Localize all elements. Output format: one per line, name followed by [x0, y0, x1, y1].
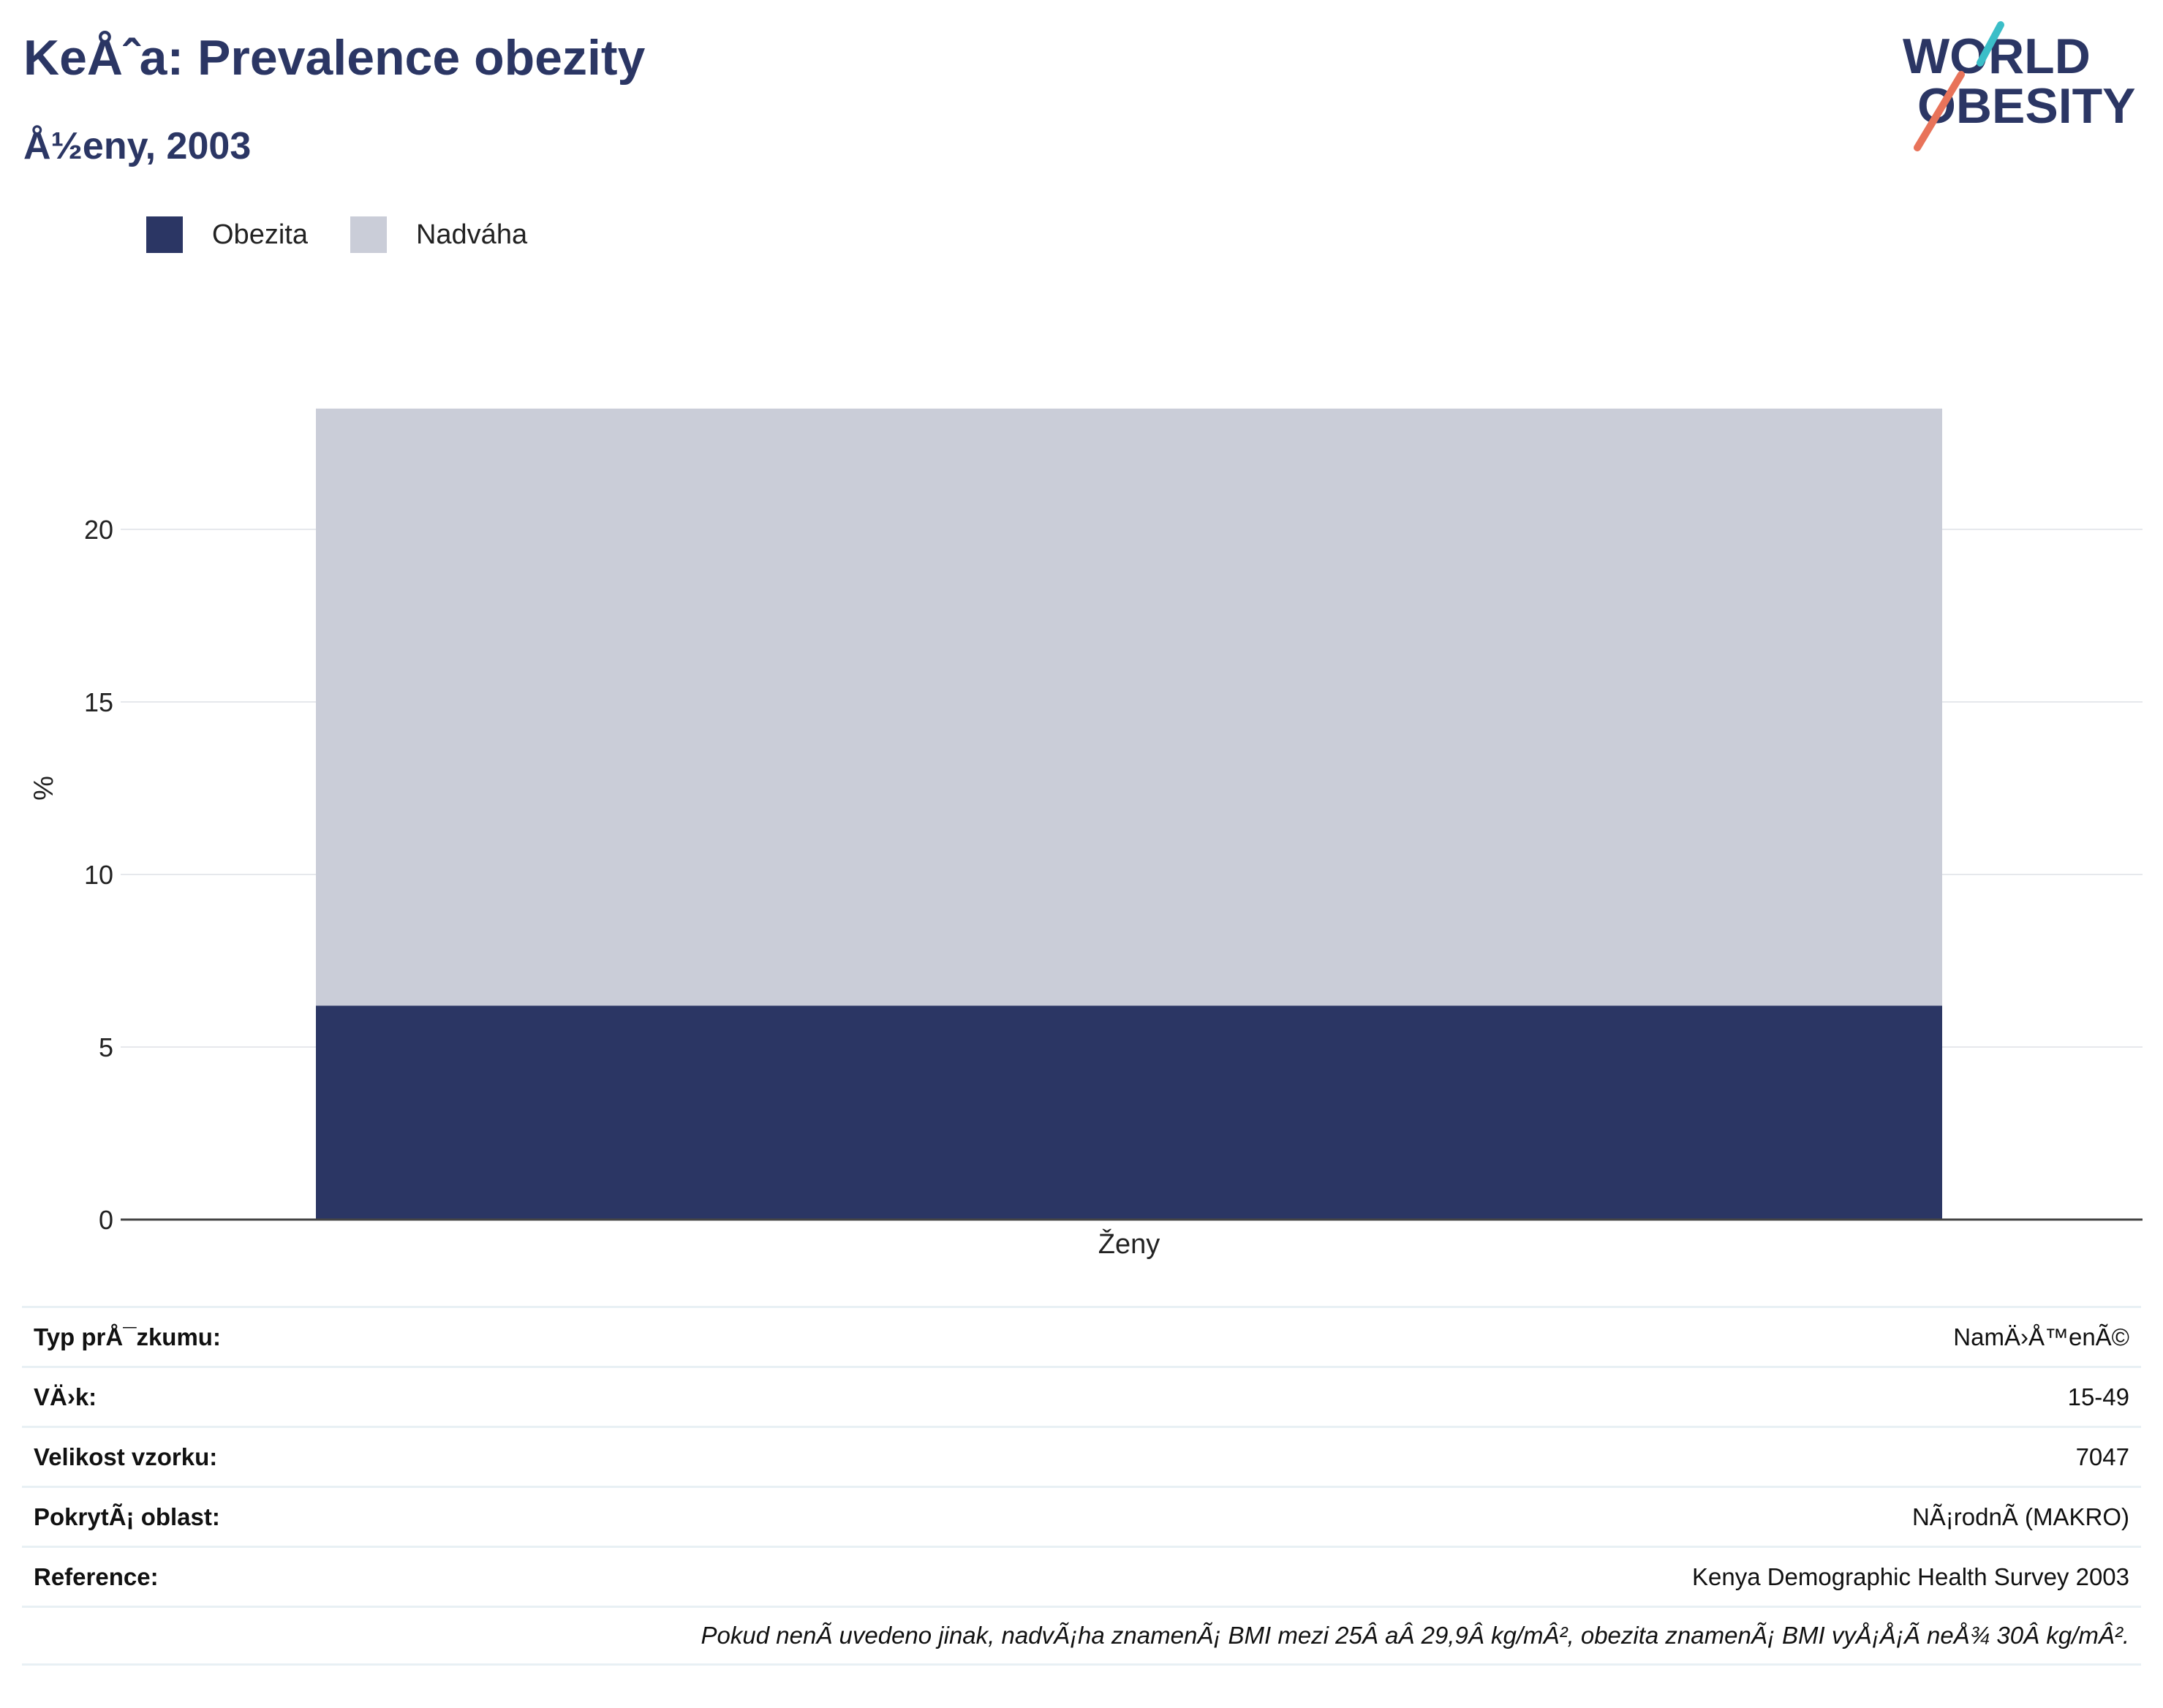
- chart-legend: Obezita Nadváha: [146, 216, 570, 253]
- info-row-survey-type: Typ prÅ¯zkumu: NamÄ›Å™enÃ©: [22, 1306, 2141, 1366]
- legend-label-overweight: Nadváha: [415, 219, 528, 250]
- logo-stroke-coral: [1914, 71, 1965, 151]
- info-value: NamÄ›Å™enÃ©: [1953, 1323, 2129, 1350]
- definition-note: Pokud nenÃ uvedeno jinak, nadvÃ¡ha zname…: [22, 1606, 2141, 1666]
- legend-label-obesity: Obezita: [212, 219, 308, 250]
- page-subtitle: Å½eny, 2003: [23, 125, 252, 167]
- info-label: Typ prÅ¯zkumu:: [34, 1323, 221, 1350]
- page-title: KeÅˆa: Prevalence obezity: [23, 30, 646, 86]
- world-obesity-logo: WORLD OBESITY: [1903, 21, 2136, 151]
- bar-overweight: [316, 408, 1942, 1006]
- y-tick-label: 0: [99, 1205, 113, 1235]
- legend-item-obesity[interactable]: Obezita: [146, 216, 308, 253]
- info-label: VÄ›k:: [34, 1383, 97, 1410]
- y-tick-label: 15: [84, 687, 113, 717]
- stacked-bar-chart: 0 5 10 15 20 Ženy%: [29, 408, 2143, 1260]
- info-row-reference: Reference: Kenya Demographic Health Surv…: [22, 1546, 2141, 1606]
- bar-obesity: [316, 1005, 1942, 1220]
- y-tick-label: 20: [84, 515, 113, 545]
- info-label: Velikost vzorku:: [34, 1443, 218, 1470]
- legend-swatch-obesity: [146, 216, 183, 253]
- y-tick-label: 10: [84, 860, 113, 890]
- y-tick-label: 5: [99, 1032, 113, 1062]
- y-axis-label: %: [29, 776, 59, 801]
- legend-swatch-overweight: [350, 216, 387, 253]
- info-value: 7047: [2075, 1443, 2129, 1470]
- info-label: PokrytÃ¡ oblast:: [34, 1503, 220, 1530]
- info-row-coverage: PokrytÃ¡ oblast: NÃ¡rodnÃ (MAKRO): [22, 1486, 2141, 1546]
- info-row-age: VÄ›k: 15-49: [22, 1366, 2141, 1426]
- info-label: Reference:: [34, 1562, 159, 1590]
- survey-info-table: Typ prÅ¯zkumu: NamÄ›Å™enÃ© VÄ›k: 15-49 V…: [22, 1306, 2141, 1666]
- info-row-sample-size: Velikost vzorku: 7047: [22, 1426, 2141, 1486]
- x-tick-label: Ženy: [1098, 1228, 1160, 1260]
- info-value: 15-49: [2067, 1383, 2129, 1410]
- legend-item-overweight[interactable]: Nadváha: [350, 216, 527, 253]
- logo-stroke-teal: [1977, 21, 2004, 67]
- info-value: Kenya Demographic Health Survey 2003: [1691, 1562, 2129, 1590]
- info-value: NÃ¡rodnÃ (MAKRO): [1911, 1503, 2129, 1530]
